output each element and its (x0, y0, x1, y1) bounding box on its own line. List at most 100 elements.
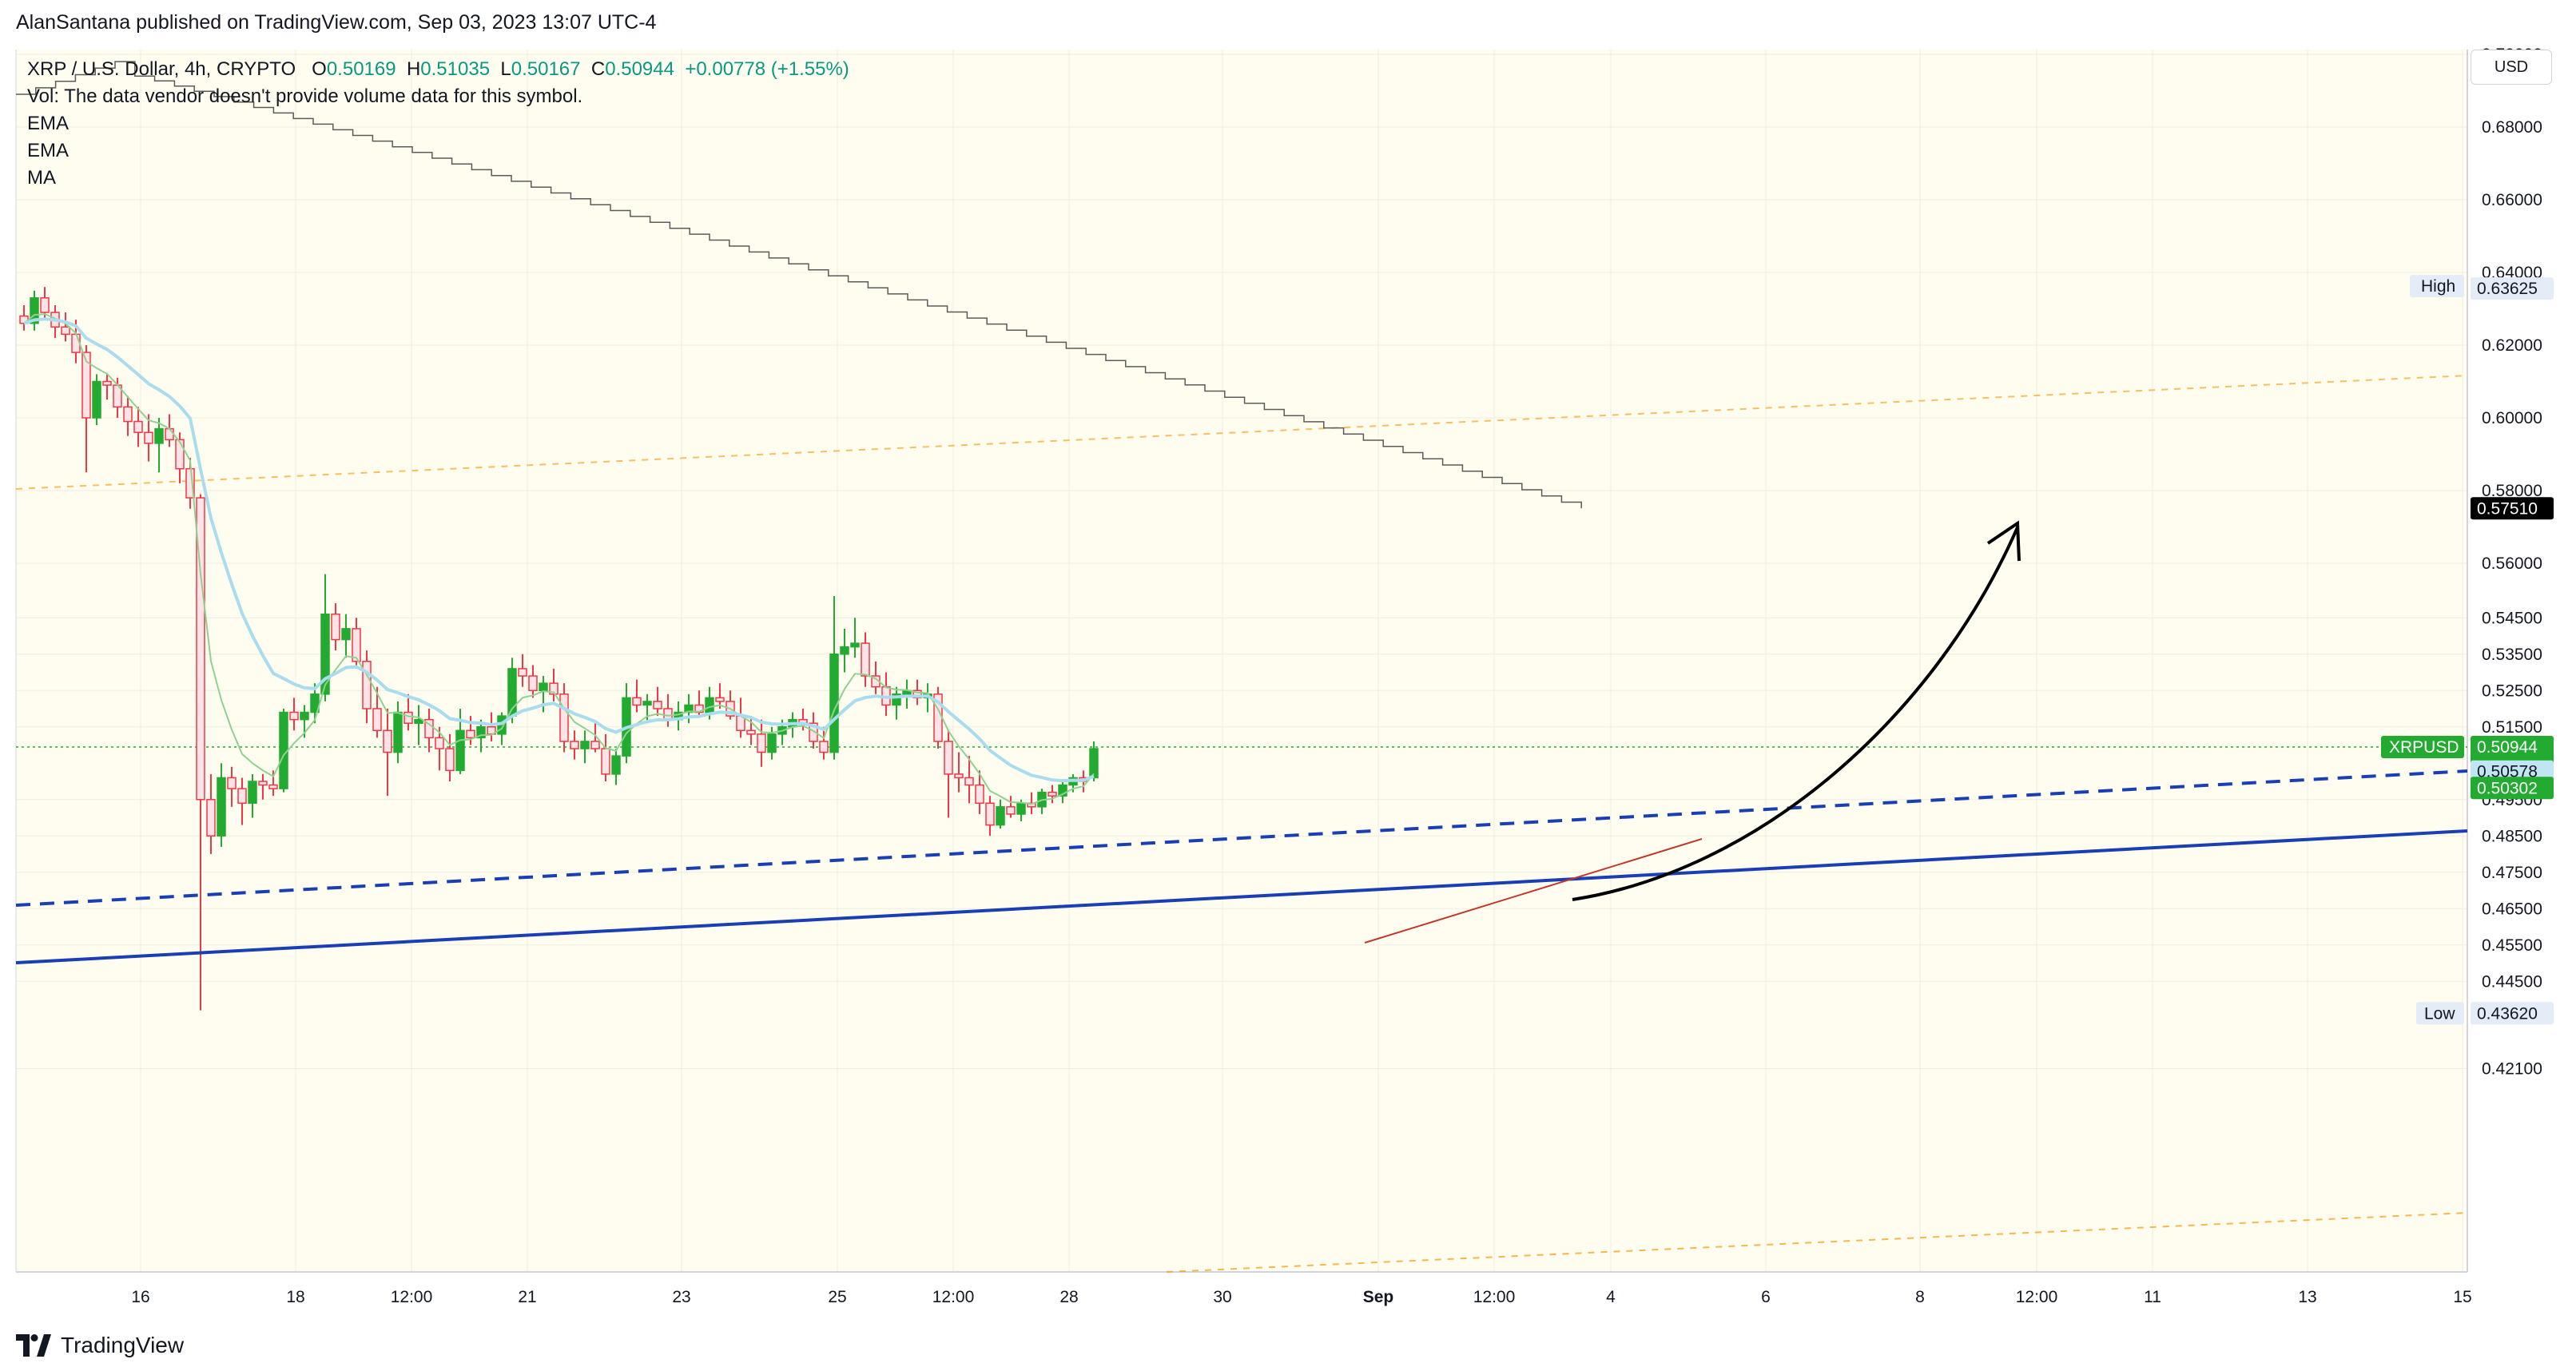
candle-body-down (206, 799, 216, 837)
candle-body-up (996, 806, 1005, 826)
x-tick-label: 21 (518, 1288, 536, 1306)
ohlc-row: XRP / U.S. Dollar, 4h, CRYPTO O0.50169 H… (27, 56, 849, 83)
candle-body-up (393, 711, 403, 753)
y-tick-label: 0.45500 (2482, 936, 2542, 955)
x-tick-label: 8 (1915, 1288, 1925, 1306)
volume-note: Vol: The data vendor doesn't provide vol… (27, 85, 583, 107)
high-label: H (406, 58, 421, 80)
candle-body-down (81, 352, 91, 419)
candle-body-down (1006, 806, 1016, 815)
tradingview-logo-icon (16, 1334, 51, 1357)
ema-fast-line (23, 313, 1095, 805)
last-price-tag: 0.50944 (2477, 738, 2538, 757)
low-price-tag-bg (2471, 1002, 2554, 1025)
candle-body-down (1047, 791, 1057, 797)
candle-body-up (279, 711, 288, 789)
candle-body-down (559, 693, 569, 742)
plot-background (16, 50, 2467, 1272)
high-tag-label: High (2421, 277, 2455, 296)
y-tick-label: 0.42100 (2482, 1059, 2542, 1078)
change-value: +0.00778 (+1.55%) (685, 58, 849, 80)
currency-button[interactable]: USD (2471, 50, 2552, 85)
ma-price-tag: 0.57510 (2477, 499, 2538, 518)
low-tag-label: Low (2424, 1004, 2455, 1023)
candle-body-up (684, 704, 694, 713)
ema-slow-price-tag: 0.50578 (2477, 763, 2538, 781)
candle-body-up (414, 718, 423, 724)
candle-body-up (341, 628, 351, 641)
candle-body-down (809, 722, 818, 742)
candle-body-up (1016, 802, 1026, 815)
candle-body-up (850, 642, 860, 648)
candle-body-down (133, 420, 143, 433)
candle-body-down (61, 326, 70, 336)
symbol-tag-bg (2381, 736, 2464, 759)
y-tick-label: 0.54500 (2482, 609, 2542, 627)
brand-name: TradingView (61, 1333, 185, 1357)
x-tick-label: 12:00 (1473, 1288, 1516, 1306)
candle-body-up (217, 777, 226, 837)
candle-body-up (539, 682, 548, 692)
candle-body-down (403, 711, 413, 724)
candle-body-down (362, 661, 372, 709)
candle-body-up (310, 693, 320, 713)
candle-body-down (954, 773, 964, 779)
ma-line (16, 61, 1582, 509)
candle-body-down (653, 701, 662, 709)
candle-body-down (331, 613, 340, 641)
y-tick-label: 0.52500 (2482, 682, 2542, 700)
x-tick-label: 11 (2144, 1288, 2161, 1306)
y-tick-label: 0.66000 (2482, 191, 2542, 209)
y-tick-label: 0.60000 (2482, 409, 2542, 427)
candle-body-down (268, 784, 278, 789)
open-value: 0.50169 (326, 58, 396, 80)
candle-body-down (289, 711, 299, 721)
candle-body-down (424, 718, 434, 739)
trendline-dashed (15, 769, 2468, 907)
open-label: O (312, 58, 327, 80)
symbol-tag-label: XRPUSD (2389, 738, 2459, 757)
close-label: C (590, 58, 606, 80)
candle-body-down (237, 788, 247, 805)
high-price-tag: 0.63625 (2477, 280, 2538, 298)
candle-body-up (154, 427, 164, 444)
candle-body-up (767, 733, 777, 753)
y-tick-label: 0.47500 (2482, 864, 2542, 882)
high-value: 0.51035 (420, 58, 491, 80)
x-tick-label: 6 (1761, 1288, 1771, 1306)
x-tick-label: Sep (1363, 1288, 1394, 1306)
low-value: 0.50167 (511, 58, 581, 80)
y-tick-label: 0.51500 (2482, 718, 2542, 737)
candle-body-down (944, 741, 953, 775)
indicator-ema-slow[interactable]: EMA (27, 140, 70, 161)
indicator-ema-fast[interactable]: EMA (27, 113, 70, 134)
candle-body-up (92, 380, 101, 419)
x-tick-label: 16 (131, 1288, 149, 1306)
x-tick-label: 12:00 (391, 1288, 433, 1306)
candle-body-up (705, 697, 714, 713)
candle-body-down (715, 697, 725, 702)
x-tick-label: 25 (828, 1288, 846, 1306)
candle-body-up (300, 711, 309, 721)
candle-body-down (352, 628, 361, 662)
candle-body-down (601, 748, 610, 775)
candle-body-up (30, 297, 39, 324)
y-tick-label: 0.48500 (2482, 827, 2542, 845)
symbol-title[interactable]: XRP / U.S. Dollar, 4h, CRYPTO (27, 58, 296, 80)
x-tick-label: 12:00 (2016, 1288, 2058, 1306)
candle-body-down (819, 741, 829, 753)
candle-body-down (144, 431, 153, 444)
candle-body-down (985, 802, 995, 826)
candle-body-down (123, 406, 133, 423)
ema-slow-line (23, 317, 1095, 783)
candle-body-down (102, 380, 112, 386)
candle-body-down (258, 781, 268, 786)
y-tick-label: 0.46500 (2482, 900, 2542, 918)
indicator-ma[interactable]: MA (27, 167, 56, 189)
high-price-tag-bg (2471, 277, 2554, 300)
candle-body-down (196, 497, 205, 801)
x-tick-label: 13 (2298, 1288, 2316, 1306)
projection-arrow-head (1986, 520, 2021, 562)
